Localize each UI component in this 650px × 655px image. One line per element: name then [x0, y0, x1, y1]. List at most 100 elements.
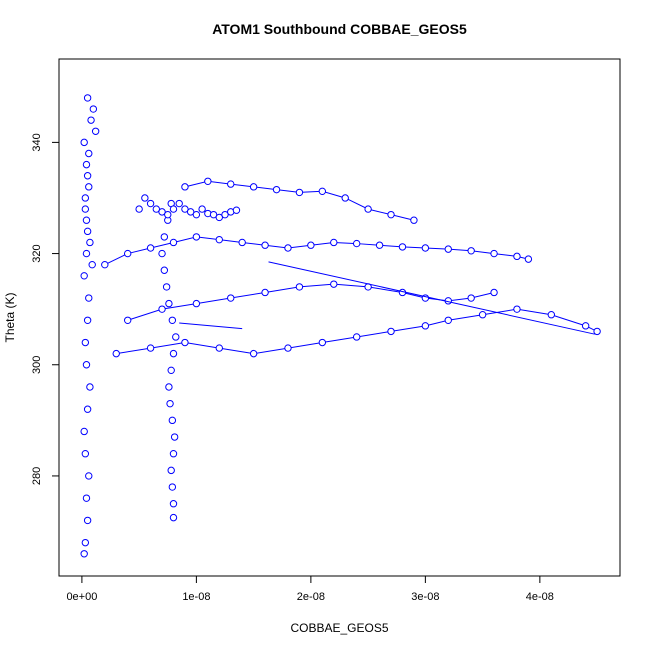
data-point	[170, 433, 179, 441]
data-point	[169, 513, 178, 522]
data-point	[112, 349, 120, 358]
data-point	[467, 247, 475, 255]
data-point	[86, 238, 94, 247]
data-point	[284, 244, 292, 252]
data-point	[209, 210, 218, 219]
data-point	[169, 449, 178, 458]
data-point	[387, 327, 395, 336]
series-line	[179, 322, 243, 330]
data-point	[81, 338, 90, 347]
data-point	[249, 183, 258, 191]
data-point	[101, 260, 109, 269]
data-point	[169, 205, 178, 213]
data-point	[524, 255, 533, 263]
data-point	[352, 333, 361, 341]
series-layer	[80, 94, 601, 558]
data-point	[490, 288, 498, 297]
data-point	[83, 405, 92, 413]
data-point	[215, 213, 223, 222]
data-point	[81, 205, 90, 213]
data-point	[330, 280, 338, 288]
data-point	[83, 227, 92, 236]
x-tick-label: 4e-08	[526, 591, 554, 603]
data-point	[167, 366, 175, 375]
data-point	[85, 183, 93, 191]
data-point	[169, 238, 178, 247]
data-point	[421, 322, 430, 330]
chart-title: ATOM1 Southbound COBBAE_GEOS5	[212, 21, 467, 37]
data-point	[168, 416, 177, 425]
data-point	[135, 205, 143, 213]
data-point	[221, 210, 229, 219]
data-point	[82, 361, 91, 369]
data-point	[181, 338, 189, 347]
data-point	[421, 244, 430, 252]
data-point	[83, 316, 92, 324]
data-point	[181, 183, 189, 191]
data-point	[215, 344, 223, 352]
data-point	[80, 138, 88, 147]
data-point	[82, 249, 91, 258]
y-tick-label: 300	[31, 356, 43, 374]
data-point	[80, 427, 88, 436]
data-point	[444, 245, 452, 253]
data-point	[467, 294, 475, 302]
data-point	[152, 205, 161, 213]
data-point	[172, 333, 180, 341]
x-tick-label: 3e-08	[411, 591, 439, 603]
data-point	[80, 550, 88, 558]
plot-frame	[58, 58, 621, 577]
data-point	[513, 305, 521, 313]
data-point	[272, 185, 281, 194]
data-point	[387, 210, 395, 219]
data-point	[444, 316, 452, 324]
data-point	[81, 449, 90, 458]
data-point	[165, 383, 173, 391]
data-point	[123, 316, 132, 324]
data-point	[318, 338, 327, 347]
data-point	[198, 205, 206, 213]
data-point	[227, 180, 235, 188]
data-point	[352, 239, 361, 248]
data-point	[330, 238, 338, 247]
data-point	[249, 349, 258, 358]
x-tick-label: 1e-08	[182, 591, 210, 603]
data-point	[83, 94, 92, 102]
data-point	[160, 266, 169, 274]
data-point	[232, 206, 241, 214]
data-point	[284, 344, 292, 352]
data-point	[91, 127, 100, 135]
data-point	[341, 194, 349, 202]
series-line	[268, 261, 595, 335]
data-point	[82, 160, 91, 169]
data-point	[85, 149, 93, 158]
series-line	[104, 236, 529, 266]
data-point	[204, 177, 212, 186]
data-point	[85, 294, 93, 302]
data-point	[375, 241, 384, 249]
data-point	[83, 516, 92, 525]
data-point	[215, 235, 223, 244]
data-point	[85, 472, 93, 480]
data-point	[186, 208, 195, 216]
x-axis: 0e+00 1e-08 2e-08 3e-08 4e-08	[66, 575, 554, 603]
data-point	[238, 238, 246, 247]
data-point	[158, 249, 166, 258]
data-point	[478, 311, 487, 319]
data-point	[83, 172, 92, 180]
data-point	[89, 105, 98, 113]
data-point	[192, 233, 201, 241]
data-point	[167, 466, 175, 475]
data-point	[88, 260, 96, 269]
y-tick-label: 280	[31, 467, 43, 485]
data-point	[162, 283, 171, 291]
data-point	[86, 383, 94, 391]
series-line	[127, 283, 495, 321]
data-point	[169, 349, 178, 358]
data-point	[307, 241, 315, 249]
data-point	[146, 244, 155, 252]
data-point	[547, 311, 556, 319]
data-point	[81, 538, 90, 547]
data-point	[295, 283, 304, 291]
